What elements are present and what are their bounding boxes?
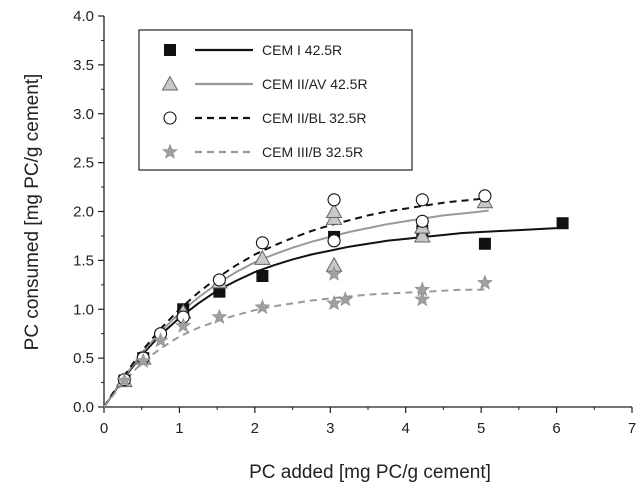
x-tick-label: 6 <box>552 420 560 437</box>
legend-marker-series-1 <box>164 44 176 56</box>
x-tick-label: 4 <box>402 420 410 437</box>
legend-label-series-2: CEM II/AV 42.5R <box>262 76 368 92</box>
data-point-series-4 <box>254 298 271 315</box>
data-point-series-1 <box>256 270 269 283</box>
y-tick-label: 1.0 <box>73 301 94 318</box>
x-tick-label: 5 <box>477 420 485 437</box>
data-point-series-4 <box>326 265 342 281</box>
legend-label-series-4: CEM III/B 32.5R <box>262 144 363 160</box>
data-point-series-2 <box>325 202 343 218</box>
y-tick-label: 3.5 <box>73 57 94 74</box>
legend-marker-series-4 <box>162 143 178 159</box>
data-point-series-4 <box>211 308 228 324</box>
x-tick-label: 0 <box>100 420 108 437</box>
legend-marker-series-3 <box>163 111 177 125</box>
legend-marker-series-2 <box>161 75 179 91</box>
data-point-series-1 <box>478 237 491 250</box>
data-point-series-3 <box>327 193 341 207</box>
data-point-series-1 <box>556 217 569 230</box>
data-point-series-4 <box>175 317 192 333</box>
x-tick-label: 7 <box>628 420 636 437</box>
axes: 0 1 2 3 4 5 6 7 0.0 0.5 1.0 1.5 2.0 2.5 3.0 3.5 4.0 <box>73 8 636 437</box>
data-point-series-4 <box>337 291 354 307</box>
data-point-series-1 <box>213 285 226 298</box>
data-point-series-3 <box>255 236 269 250</box>
x-axis-title: PC added [mg PC/g cement] <box>249 462 491 483</box>
data-point-series-4 <box>135 352 152 368</box>
fit-line-series-4 <box>103 287 489 408</box>
x-tick-label: 3 <box>326 420 334 437</box>
legend-label-series-3: CEM II/BL 32.5R <box>262 110 367 126</box>
data-point-series-4 <box>152 332 169 348</box>
data-point-series-3 <box>415 214 429 228</box>
fit-line-series-3 <box>103 196 489 408</box>
y-tick-label: 4.0 <box>73 8 94 25</box>
x-tick-label: 2 <box>251 420 259 437</box>
data-point-series-4 <box>326 295 342 311</box>
data-point-series-3 <box>212 273 226 287</box>
legend-box <box>138 29 413 171</box>
fit-line-series-2 <box>103 209 489 408</box>
x-tick-label: 1 <box>175 420 183 437</box>
data-point-series-4 <box>476 274 493 290</box>
y-tick-label: 2.5 <box>73 155 94 172</box>
data-point-series-4 <box>414 281 431 297</box>
data-point-series-3 <box>478 189 492 203</box>
y-tick-label: 3.0 <box>73 106 94 123</box>
y-tick-label: 0.5 <box>73 350 94 367</box>
y-tick-label: 2.0 <box>73 204 94 221</box>
y-tick-label: 1.5 <box>73 252 94 269</box>
legend: CEM I 42.5R CEM II/AV 42.5R CEM II/BL 32.5… <box>138 29 413 171</box>
data-point-series-2 <box>413 227 431 243</box>
legend-label-series-1: CEM I 42.5R <box>262 42 342 58</box>
data-point-series-3 <box>327 234 341 248</box>
data-point-series-3 <box>415 193 429 207</box>
data-point-series-4 <box>116 372 133 388</box>
data-points <box>116 189 569 388</box>
y-tick-label: 0.0 <box>73 399 94 416</box>
y-axis-title: PC consumed [mg PC/g cement] <box>22 74 43 351</box>
data-point-series-4 <box>414 291 431 307</box>
data-point-series-2 <box>254 249 271 265</box>
